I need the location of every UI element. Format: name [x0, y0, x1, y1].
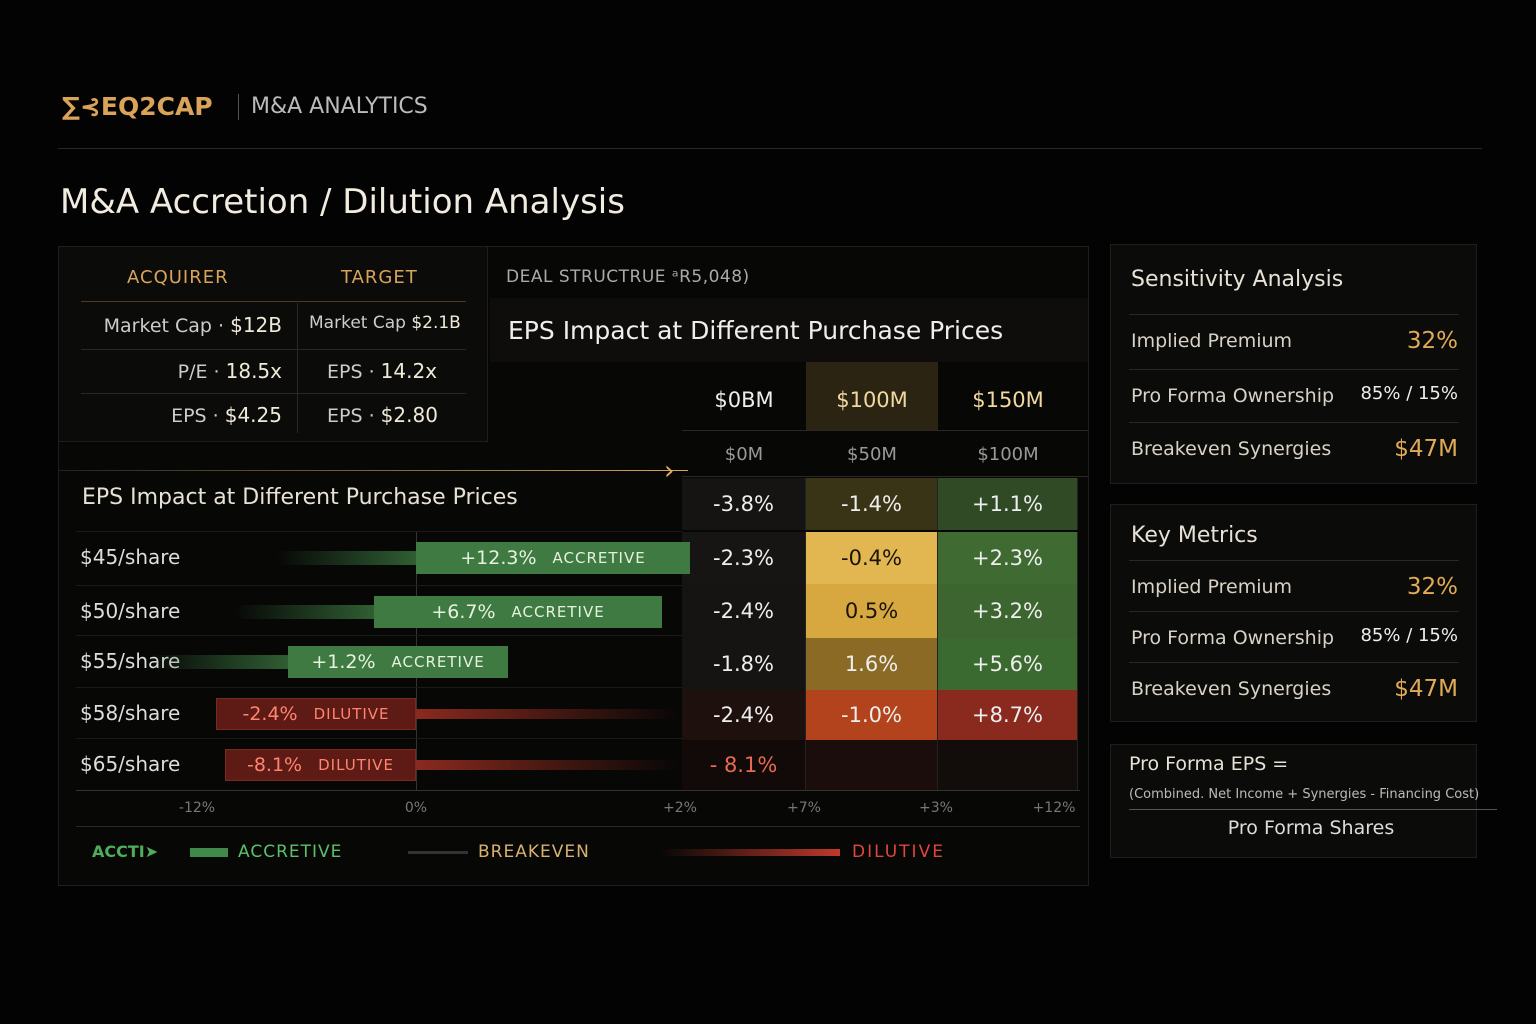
row-label: $50/share — [80, 599, 181, 623]
formula-lhs: Pro Forma EPS = — [1129, 753, 1289, 775]
sensitivity-title: Sensitivity Analysis — [1131, 267, 1344, 292]
x-tick: +7% — [787, 800, 821, 816]
matrix-cell: -2.3% — [682, 532, 806, 584]
matrix-cell: 1.6% — [806, 638, 938, 690]
bar-trail — [416, 709, 680, 719]
matrix-cell: - 8.1% — [682, 740, 806, 790]
x-tick: -12% — [178, 800, 216, 816]
col-header: $0BM — [714, 388, 774, 412]
metric-value: 32% — [1406, 328, 1458, 354]
legend-breakeven: BREAKEVEN — [478, 842, 590, 862]
legend-breakeven-swatch — [408, 851, 468, 854]
metric-label: Breakeven Synergies — [1131, 438, 1332, 460]
bar-trail — [276, 551, 416, 565]
deal-title: EPS Impact at Different Purchase Prices — [508, 316, 1004, 345]
metric-label: Pro Forma Ownership — [1131, 627, 1335, 649]
target-header: TARGET — [341, 267, 418, 288]
col-subheader: $50M — [847, 443, 897, 465]
formula-numerator: (Combined. Net Income + Synergies - Fina… — [1129, 787, 1480, 802]
matrix-cell: +1.1% — [938, 478, 1078, 530]
matrix-cell — [806, 740, 938, 790]
matrix-cell: +2.3% — [938, 532, 1078, 584]
target-row: EPS · 14.2x — [327, 359, 438, 383]
metric-label: Pro Forma Ownership — [1131, 385, 1335, 407]
section-name: M&A ANALYTICS — [251, 94, 428, 119]
col-header: $150M — [972, 388, 1044, 412]
metric-label: Implied Premium — [1131, 330, 1293, 352]
accretive-bar: +6.7% ACCRETIVE — [374, 596, 662, 628]
legend-arrow: ACCTI➤ — [92, 842, 159, 861]
matrix-cell: -1.0% — [806, 690, 938, 740]
divider — [238, 94, 239, 120]
acquirer-header: ACQUIRER — [127, 267, 229, 288]
row-label: $65/share — [80, 752, 181, 776]
col-subheader: $100M — [977, 443, 1039, 465]
accretive-bar: +1.2% ACCRETIVE — [288, 646, 508, 678]
metric-value: $47M — [1394, 676, 1458, 702]
bar-trail — [234, 605, 374, 619]
formula-panel: Pro Forma EPS = (Combined. Net Income + … — [1110, 744, 1497, 858]
target-row: EPS · $2.80 — [327, 403, 438, 427]
x-tick: +3% — [919, 800, 953, 816]
matrix-cell: -3.8% — [682, 478, 806, 530]
acquirer-row: P/E · 18.5x — [177, 359, 282, 383]
chart-title: EPS Impact at Different Purchase Prices — [82, 485, 518, 510]
matrix-cell: +3.2% — [938, 584, 1078, 638]
bar-trail — [416, 760, 680, 770]
legend-accretive: ACCRETIVE — [238, 842, 343, 862]
row-label: $58/share — [80, 701, 181, 725]
acquirer-row: Market Cap · $12B — [103, 313, 282, 337]
x-tick: 0% — [404, 800, 428, 816]
metric-value: 85% / 15% — [1360, 383, 1458, 404]
brand-logo: ∑⊰EQ2CAP — [62, 92, 213, 121]
accretive-bar: +12.3% ACCRETIVE — [416, 542, 690, 574]
col-subheader: $0M — [724, 443, 764, 465]
matrix-cell: -0.4% — [806, 532, 938, 584]
target-row: Market Cap $2.1B — [309, 313, 461, 333]
legend-dilutive: DILUTIVE — [852, 842, 945, 862]
metric-value: 85% / 15% — [1360, 625, 1458, 646]
matrix-cell: -2.4% — [682, 690, 806, 740]
legend-accretive-swatch — [190, 848, 228, 857]
metric-value: 32% — [1406, 574, 1458, 600]
deal-label: DEAL STRUCTRUE ᵃR5,048) — [506, 267, 750, 287]
dilutive-bar: -2.4% DILUTIVE — [216, 698, 416, 730]
matrix-cell — [938, 740, 1078, 790]
matrix-cell: +5.6% — [938, 638, 1078, 690]
key-metrics-title: Key Metrics — [1131, 523, 1258, 548]
col-header: $100M — [836, 388, 908, 412]
company-table: ACQUIRER TARGET Market Cap · $12B Market … — [58, 246, 488, 442]
acquirer-row: EPS · $4.25 — [171, 403, 282, 427]
metric-label: Implied Premium — [1131, 576, 1293, 598]
matrix-cell: +8.7% — [938, 690, 1078, 740]
arrow-right-icon: › — [664, 456, 675, 486]
page-title: M&A Accretion / Dilution Analysis — [60, 182, 625, 222]
formula-denominator: Pro Forma Shares — [1227, 817, 1395, 839]
sensitivity-panel: Sensitivity Analysis Implied Premium 32% P… — [1110, 244, 1477, 484]
x-tick: +2% — [663, 800, 697, 816]
matrix-cell: -2.4% — [682, 584, 806, 638]
row-label: $45/share — [80, 545, 181, 569]
x-tick: +12% — [1032, 800, 1076, 816]
key-metrics-panel: Key Metrics Implied Premium 32% Pro Forma … — [1110, 504, 1477, 722]
metric-label: Breakeven Synergies — [1131, 678, 1332, 700]
legend-dilutive-swatch — [660, 849, 840, 856]
dilutive-bar: -8.1% DILUTIVE — [225, 749, 416, 781]
matrix-cell: -1.4% — [806, 478, 938, 530]
bar-trail — [148, 655, 288, 669]
matrix-cell: 0.5% — [806, 584, 938, 638]
metric-value: $47M — [1394, 436, 1458, 462]
matrix-cell: -1.8% — [682, 638, 806, 690]
